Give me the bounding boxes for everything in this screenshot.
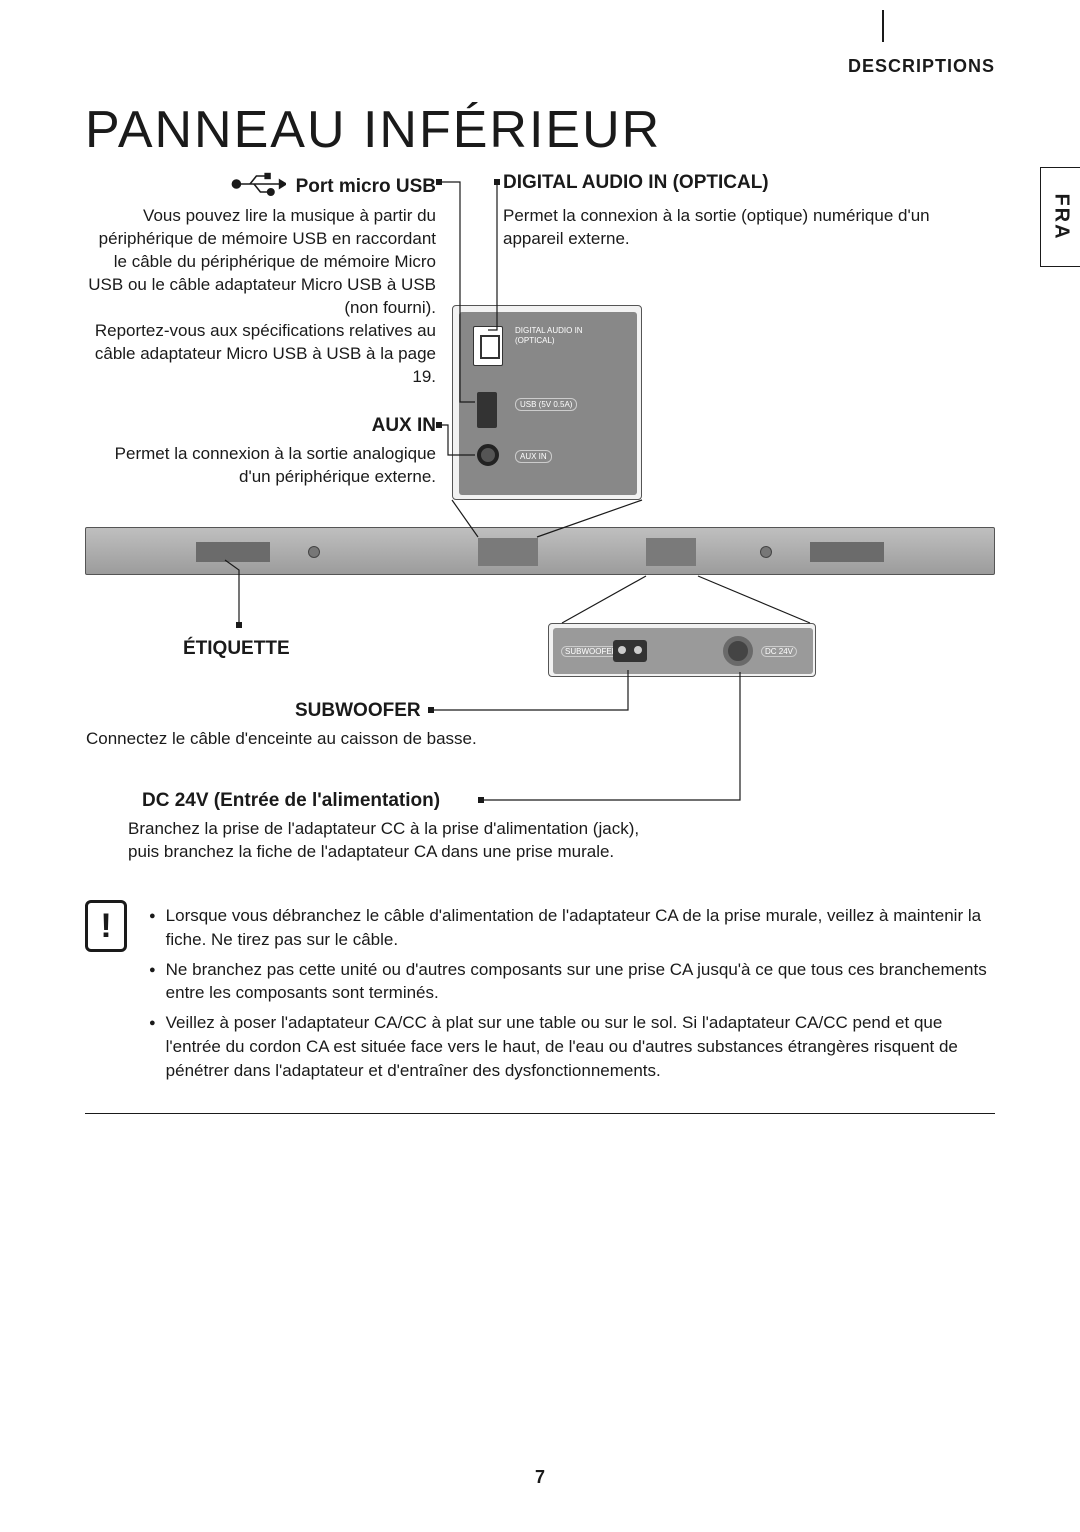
subwoofer-port-icon xyxy=(613,640,647,662)
language-tab-label: FRA xyxy=(1049,193,1072,240)
callout-dc-title: DC 24V (Entrée de l'alimentation) xyxy=(142,790,440,812)
port-label-aux: AUX IN xyxy=(515,450,552,463)
diagram-port-panel: DIGITAL AUDIO IN (OPTICAL) USB (5V 0.5A)… xyxy=(459,312,637,495)
callout-etiquette-title: ÉTIQUETTE xyxy=(183,638,290,660)
page-title: PANNEAU INFÉRIEUR xyxy=(85,100,661,160)
section-header: DESCRIPTIONS xyxy=(848,56,995,77)
warning-item: Lorsque vous débranchez le câble d'alime… xyxy=(149,904,995,952)
port-label-optical-1: DIGITAL AUDIO IN xyxy=(515,326,583,335)
callout-subwoofer-body: Connectez le câble d'enceinte au caisson… xyxy=(86,728,566,751)
warning-text: Lorsque vous débranchez le câble d'alime… xyxy=(166,904,995,952)
diagram-power-panel: SUBWOOFER DC 24V xyxy=(553,628,813,674)
page-number: 7 xyxy=(0,1467,1080,1488)
callout-digital-title: DIGITAL AUDIO IN (OPTICAL) xyxy=(503,172,769,194)
warning-list: Lorsque vous débranchez le câble d'alime… xyxy=(149,900,995,1089)
soundbar-label-patch-left xyxy=(196,542,270,562)
optical-port-icon xyxy=(473,326,503,366)
callout-digital-body: Permet la connexion à la sortie (optique… xyxy=(503,205,993,251)
callout-aux-body: Permet la connexion à la sortie analogiq… xyxy=(86,443,436,489)
warning-text: Veillez à poser l'adaptateur CA/CC à pla… xyxy=(166,1011,995,1082)
callout-usb-body: Vous pouvez lire la musique à partir du … xyxy=(86,205,436,389)
aux-port-icon xyxy=(477,444,499,466)
callout-dc-body: Branchez la prise de l'adaptateur CC à l… xyxy=(128,818,828,864)
crop-mark xyxy=(882,10,884,42)
diagram-zoom-upper: DIGITAL AUDIO IN (OPTICAL) USB (5V 0.5A)… xyxy=(452,305,642,500)
port-label-usb: USB (5V 0.5A) xyxy=(515,398,577,411)
soundbar-screw-1 xyxy=(308,546,320,558)
usb-port-icon xyxy=(477,392,497,428)
port-label-optical-2: (OPTICAL) xyxy=(515,336,555,345)
callout-aux-title: AUX IN xyxy=(336,415,436,437)
soundbar-port-cluster-2 xyxy=(646,538,696,566)
soundbar-label-patch-right xyxy=(810,542,884,562)
soundbar-port-cluster-1 xyxy=(478,538,538,566)
diagram-soundbar xyxy=(85,527,995,575)
warning-icon: ! xyxy=(85,900,127,952)
usb-icon xyxy=(230,172,286,201)
dc-port-icon xyxy=(723,636,753,666)
manual-page: DESCRIPTIONS PANNEAU INFÉRIEUR FRA Port … xyxy=(0,0,1080,1532)
warning-text: Ne branchez pas cette unité ou d'autres … xyxy=(166,958,995,1006)
warning-block: ! Lorsque vous débranchez le câble d'ali… xyxy=(85,900,995,1114)
warning-item: Ne branchez pas cette unité ou d'autres … xyxy=(149,958,995,1006)
callout-usb-label: Port micro USB xyxy=(296,176,436,198)
callout-subwoofer-title: SUBWOOFER xyxy=(295,700,421,722)
diagram-zoom-lower: SUBWOOFER DC 24V xyxy=(548,623,816,677)
port-label-dc: DC 24V xyxy=(761,646,797,657)
warning-item: Veillez à poser l'adaptateur CA/CC à pla… xyxy=(149,1011,995,1082)
soundbar-screw-2 xyxy=(760,546,772,558)
language-tab: FRA xyxy=(1040,167,1080,267)
callout-usb-title: Port micro USB xyxy=(126,172,436,201)
